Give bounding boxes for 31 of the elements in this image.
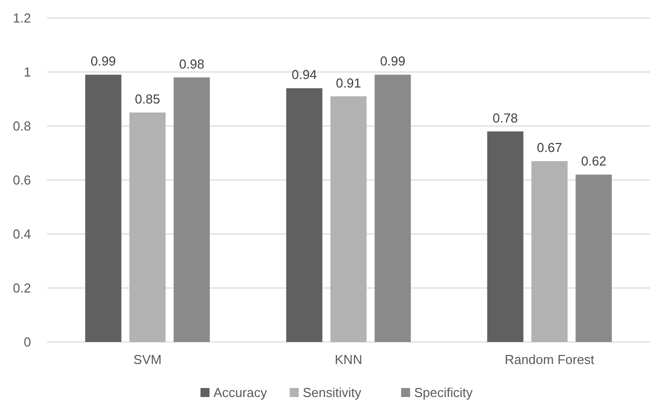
data-label: 0.99 — [380, 54, 406, 69]
data-label: 0.94 — [292, 67, 317, 82]
legend-label: Specificity — [414, 385, 474, 400]
data-label: 0.98 — [179, 56, 204, 72]
bar — [174, 77, 210, 342]
bar — [374, 74, 411, 342]
data-label: 0.99 — [90, 54, 116, 69]
y-tick-label: 0.8 — [12, 118, 31, 134]
y-tick-label: 0.6 — [12, 172, 31, 188]
legend-label: Sensitivity — [302, 385, 362, 400]
bar — [129, 112, 166, 342]
bar — [487, 131, 524, 342]
data-label: 0.67 — [536, 140, 562, 156]
y-tick-label: 0 — [24, 334, 31, 350]
x-tick-label: Random Forest — [504, 352, 595, 367]
data-label: 0.62 — [581, 154, 606, 169]
legend-label: Accuracy — [214, 385, 268, 400]
data-label: 0.85 — [134, 92, 160, 106]
y-tick-label: 1.2 — [12, 10, 31, 26]
x-tick-label: KNN — [334, 352, 362, 367]
data-label: 0.78 — [492, 110, 518, 126]
bar — [531, 161, 568, 342]
bar — [85, 74, 122, 342]
bar — [576, 174, 612, 342]
y-tick-label: 0.2 — [12, 280, 31, 296]
y-tick-label: 0.4 — [12, 226, 31, 242]
bar — [286, 88, 322, 342]
x-tick-label: SVM — [133, 352, 162, 367]
y-tick-label: 1 — [24, 64, 31, 80]
bar — [330, 96, 367, 342]
data-label: 0.91 — [336, 75, 362, 90]
